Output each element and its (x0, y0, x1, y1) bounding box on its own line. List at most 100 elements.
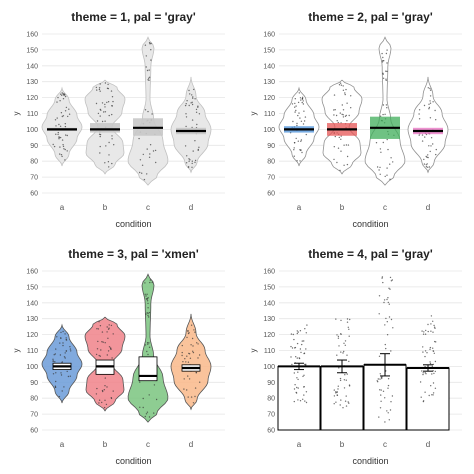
x-tick-label: c (146, 440, 150, 449)
data-point (335, 114, 338, 117)
data-point (147, 307, 149, 309)
data-point (334, 109, 336, 111)
data-point (139, 406, 141, 408)
data-point (429, 362, 432, 365)
data-point (349, 318, 351, 321)
data-point (59, 100, 61, 102)
y-tick-label: 80 (267, 159, 275, 166)
data-point (432, 392, 435, 394)
data-point (61, 155, 63, 158)
data-point (421, 140, 424, 142)
data-point (98, 87, 101, 89)
data-point (302, 375, 304, 378)
data-point (148, 77, 150, 80)
data-point (386, 107, 388, 109)
data-point (98, 402, 100, 404)
data-point (65, 106, 68, 109)
data-point (64, 125, 67, 128)
data-point (385, 317, 387, 320)
y-tick-label: 120 (263, 95, 275, 102)
data-point (342, 85, 344, 87)
data-point (58, 136, 60, 139)
data-point (386, 62, 388, 64)
data-point (386, 321, 388, 323)
data-point (146, 300, 149, 302)
y-tick-label: 140 (263, 63, 275, 70)
data-point (99, 83, 101, 85)
data-point (146, 293, 148, 295)
data-point (62, 342, 64, 344)
data-point (427, 323, 429, 326)
data-point (429, 117, 432, 119)
data-point (190, 396, 193, 398)
data-point (54, 119, 57, 121)
data-point (293, 372, 295, 374)
data-point (344, 92, 346, 94)
data-point (386, 334, 389, 336)
data-point (65, 134, 67, 136)
data-point (429, 361, 431, 363)
y-tick-label: 100 (263, 364, 275, 371)
data-point (435, 153, 437, 156)
data-point (342, 116, 345, 118)
data-point (432, 101, 434, 103)
data-point (99, 90, 101, 92)
data-point (390, 350, 392, 352)
x-tick-label: b (103, 203, 108, 212)
data-point (147, 79, 149, 81)
data-point (108, 114, 110, 117)
data-point (432, 350, 435, 352)
data-point (336, 394, 339, 396)
y-tick-label: 160 (26, 32, 38, 39)
data-point (191, 94, 193, 96)
data-point (430, 385, 432, 387)
data-point (112, 333, 114, 335)
data-point (294, 111, 296, 113)
data-point (377, 378, 379, 380)
data-point (418, 118, 421, 120)
data-point (344, 400, 347, 402)
data-point (382, 141, 384, 144)
data-point (99, 135, 101, 138)
data-point (139, 159, 142, 161)
data-point (350, 95, 352, 97)
data-point (337, 385, 339, 387)
x-tick-label: a (297, 440, 302, 449)
ci-band (138, 356, 158, 382)
data-point (430, 315, 433, 317)
data-point (345, 379, 347, 381)
data-point (62, 98, 65, 100)
data-point (150, 59, 152, 61)
data-point (148, 416, 151, 418)
panel-2: theme = 2, pal = 'gray' 60 70 80 90 100 110 120… (249, 10, 462, 229)
data-point (345, 114, 347, 117)
data-point (333, 114, 335, 116)
data-point (295, 105, 297, 107)
data-point (154, 149, 157, 152)
data-point (296, 122, 298, 125)
data-point (98, 399, 101, 401)
data-point (382, 104, 385, 106)
data-point (425, 329, 427, 332)
data-point (149, 144, 152, 146)
data-point (141, 172, 143, 174)
data-point (425, 373, 427, 375)
data-point (148, 311, 151, 314)
data-point (304, 400, 306, 402)
data-point (299, 348, 302, 350)
data-point (60, 331, 62, 334)
data-point (103, 406, 106, 409)
data-point (346, 120, 348, 122)
data-point (429, 95, 432, 97)
bar (277, 365, 321, 431)
chart-title: theme = 2, pal = 'gray' (308, 10, 433, 24)
data-point (142, 397, 144, 400)
data-point (293, 142, 296, 144)
y-tick-label: 150 (263, 47, 275, 54)
data-point (190, 324, 193, 326)
data-point (387, 412, 389, 414)
data-point (293, 155, 295, 157)
data-point (99, 115, 101, 117)
data-point (382, 73, 384, 75)
data-point (108, 141, 110, 144)
